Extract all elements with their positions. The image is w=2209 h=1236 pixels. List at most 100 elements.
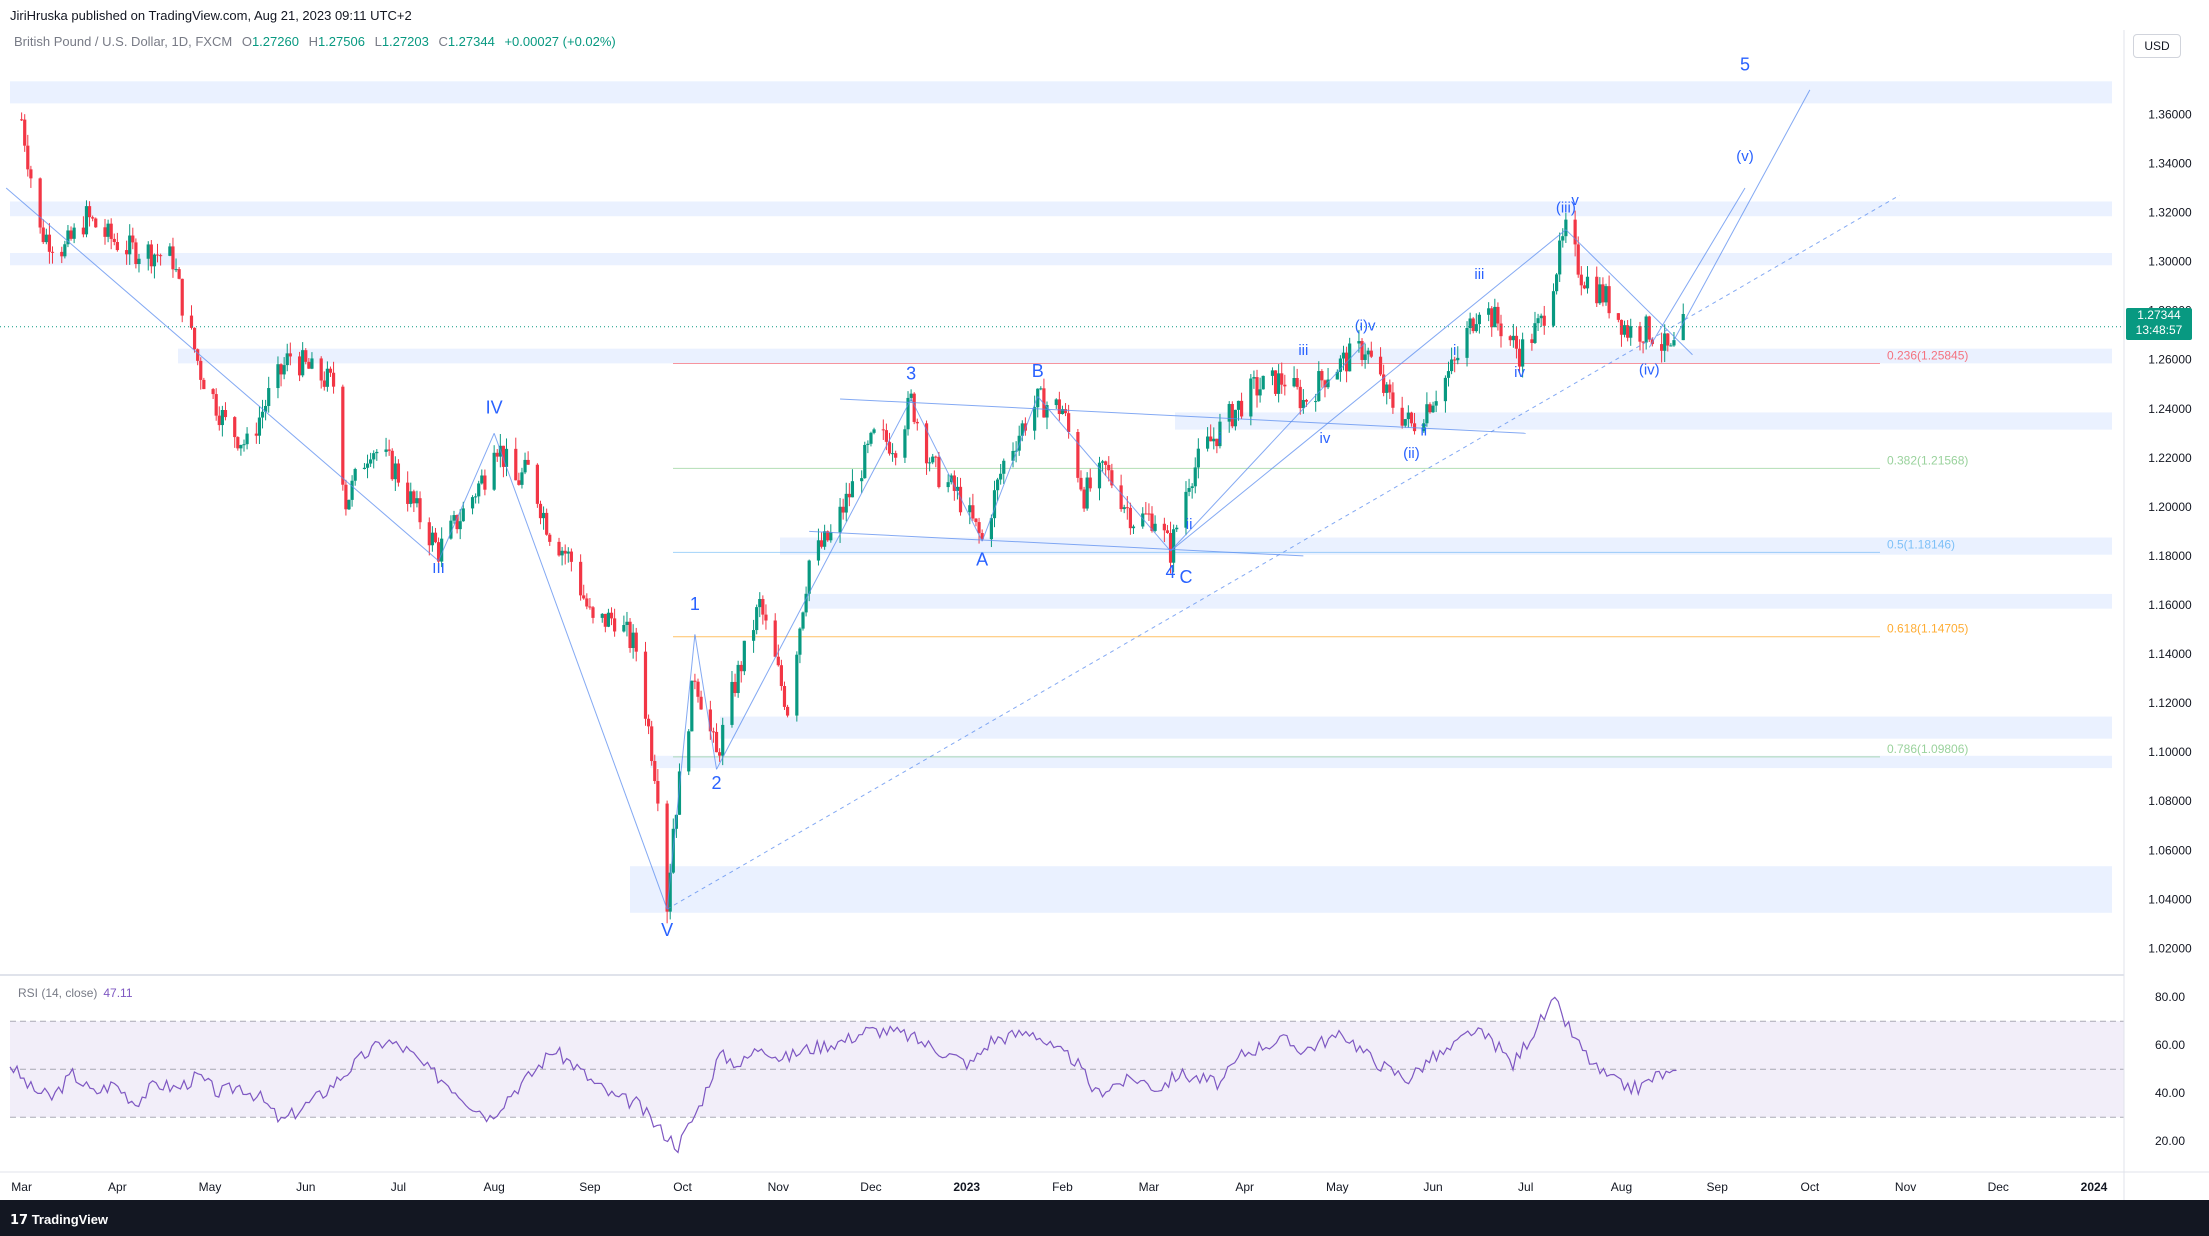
rsi-tick-label: 60.00 — [2155, 1038, 2185, 1052]
candle-body — [912, 393, 916, 422]
wave-label: 3 — [906, 363, 916, 383]
candle-body — [1104, 461, 1108, 465]
candle-body — [1449, 359, 1454, 372]
candle-body — [1434, 401, 1438, 406]
candle-body — [560, 550, 564, 556]
candle-body — [1060, 409, 1065, 415]
candle-body — [223, 410, 228, 418]
candle-body — [483, 475, 487, 490]
candle-body — [177, 269, 181, 279]
x-tick-label: May — [199, 1180, 222, 1194]
candle-body — [776, 656, 780, 666]
candle-body — [1039, 388, 1043, 390]
candle-body — [257, 417, 262, 436]
wave-label: A — [976, 550, 988, 570]
candle-body — [1555, 274, 1559, 292]
candle-body — [804, 593, 808, 613]
wave-label: B — [1032, 361, 1044, 381]
y-tick-label: 1.02000 — [2148, 941, 2192, 955]
candle-body — [433, 532, 438, 543]
symbol-name[interactable]: British Pound / U.S. Dollar, 1D, FXCM — [14, 34, 233, 49]
candle-body — [474, 496, 478, 498]
candle-body — [718, 752, 722, 756]
candle-body — [134, 242, 138, 265]
candle-body — [1348, 343, 1352, 372]
candle-body — [826, 531, 830, 541]
rsi-title: RSI (14, close) — [18, 986, 98, 1000]
sr-zone — [780, 537, 2112, 555]
candle-body — [1490, 308, 1494, 328]
candle-body — [168, 246, 172, 256]
candle-body — [931, 456, 935, 463]
candle-body — [1175, 527, 1179, 530]
x-tick-label: Sep — [579, 1180, 601, 1194]
candle-body — [1011, 450, 1015, 461]
candle-body — [569, 551, 573, 562]
candle-body — [1638, 326, 1642, 342]
close-label: C — [438, 34, 448, 49]
candle-body — [884, 430, 888, 442]
x-tick-label: Aug — [483, 1180, 504, 1194]
candle-body — [149, 244, 153, 267]
candle-body — [63, 244, 67, 257]
candle-body — [693, 680, 697, 682]
candle-body — [1607, 286, 1611, 314]
candle-body — [1100, 461, 1105, 463]
candle-body — [1403, 419, 1407, 426]
wave-label: (iv) — [1639, 361, 1660, 378]
candle-body — [1422, 423, 1426, 432]
candle-body — [1239, 400, 1244, 417]
candle-body — [946, 482, 950, 488]
candle-body — [406, 482, 410, 504]
candle-body — [128, 235, 132, 255]
candle-body — [755, 607, 759, 631]
candle-body — [924, 423, 929, 464]
candle-body — [795, 654, 799, 716]
candle-body — [1576, 244, 1580, 275]
tradingview-logo[interactable]: 𝟭𝟳 TradingView — [10, 1212, 108, 1228]
candle-body — [1601, 284, 1605, 303]
candle-body — [1023, 423, 1027, 431]
sr-zone — [650, 755, 2112, 769]
candle-body — [387, 449, 391, 451]
candle-body — [733, 681, 737, 694]
candle-body — [1582, 285, 1586, 289]
wave-label: iv — [1514, 364, 1525, 381]
candle-body — [427, 522, 431, 546]
candle-body — [353, 469, 357, 481]
x-tick-label: Nov — [1895, 1180, 1916, 1194]
rsi-legend[interactable]: RSI (14, close) 47.11 — [18, 986, 133, 1000]
candle-body — [1107, 464, 1111, 471]
candle-body — [844, 493, 848, 513]
candle-body — [816, 540, 821, 561]
candle-body — [526, 459, 530, 465]
candle-body — [1326, 379, 1330, 388]
trend-line — [666, 634, 696, 910]
candle-body — [1063, 409, 1068, 414]
candle-body — [1499, 323, 1503, 337]
candle-body — [495, 452, 499, 457]
candle-body — [517, 480, 521, 485]
candle-body — [928, 462, 932, 464]
x-tick-label: Feb — [1052, 1180, 1073, 1194]
y-tick-label: 1.06000 — [2148, 843, 2192, 857]
candle-body — [396, 463, 401, 483]
candle-body — [20, 119, 24, 121]
candle-body — [285, 353, 289, 366]
candle-body — [1595, 276, 1599, 304]
candle-body — [1292, 378, 1296, 387]
candle-body — [1431, 405, 1435, 413]
trend-line — [694, 634, 718, 770]
candle-body — [189, 315, 194, 328]
x-tick-label: Mar — [1139, 1180, 1160, 1194]
candle-body — [409, 491, 413, 504]
candle-body — [779, 665, 783, 687]
currency-selector[interactable]: USD — [2133, 34, 2181, 58]
candle-body — [1236, 400, 1241, 410]
change-value: +0.00027 (+0.02%) — [504, 34, 616, 49]
candle-body — [455, 515, 459, 530]
candle-body — [1212, 438, 1216, 442]
x-tick-label: Nov — [768, 1180, 789, 1194]
rsi-tick-label: 80.00 — [2155, 990, 2185, 1004]
